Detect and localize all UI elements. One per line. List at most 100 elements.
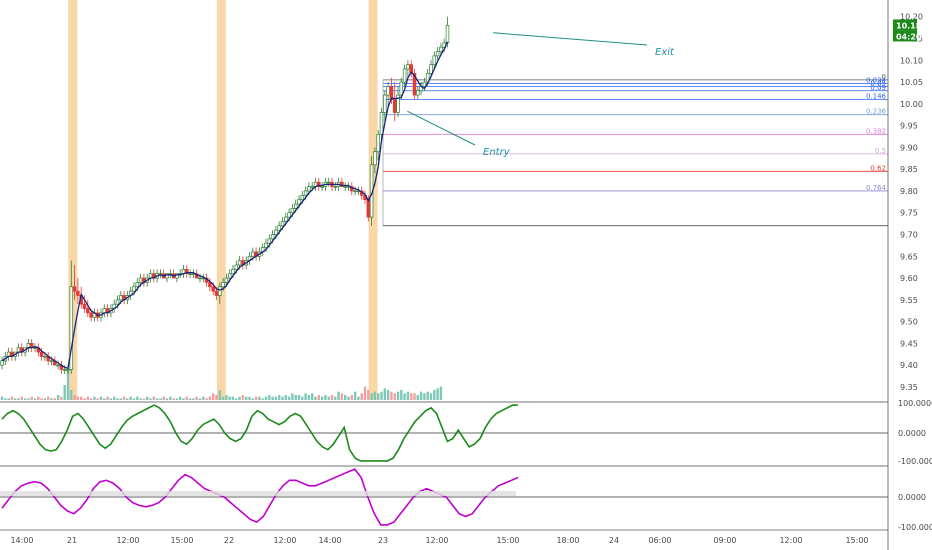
candle-body	[366, 199, 371, 218]
price-tick-label: 9.45	[900, 339, 918, 348]
indicator-panes: 100.0000 0.0000 -100.0000 0.0000 -100.0000	[0, 399, 932, 532]
volume-bar	[416, 395, 419, 400]
candle-body	[326, 181, 331, 184]
volume-bar	[268, 395, 271, 400]
candle-body	[198, 277, 202, 280]
volume-bar	[165, 398, 169, 400]
volume-bar	[30, 396, 33, 400]
volume-bar	[380, 391, 383, 400]
candle-body	[435, 51, 440, 57]
volume-bar	[136, 396, 139, 400]
last-price-badge	[893, 19, 917, 31]
annotation-label: Entry	[483, 147, 511, 158]
volume-bar	[89, 398, 93, 400]
volume-bar	[4, 398, 7, 400]
candle-body	[389, 86, 394, 100]
fib-label: 0.034	[866, 76, 887, 84]
volume-bar	[221, 396, 225, 400]
volume-bar	[149, 398, 152, 400]
volume-bar	[106, 396, 109, 400]
time-tick-label: 12:00	[273, 536, 296, 545]
volume-bar	[301, 396, 304, 400]
volume-bar	[278, 395, 281, 400]
oscillator-2-axis-label: 0.0000	[898, 493, 926, 502]
volume-bar	[185, 396, 188, 400]
fib-label: 0.09	[870, 84, 886, 92]
candle-body	[251, 251, 255, 257]
price-tick-label: 10.20	[900, 13, 923, 22]
price-axis[interactable]: 10.2010.1510.1010.0510.009.959.909.859.8…	[887, 0, 923, 550]
annotations[interactable]: Exit Entry	[407, 32, 675, 158]
volume-bar	[162, 396, 165, 400]
volume-bar	[40, 398, 43, 400]
fib-label: 0.05	[870, 79, 886, 87]
candle-body	[115, 299, 120, 305]
candle-body	[221, 282, 225, 288]
volume-bar	[113, 396, 116, 400]
candle-body	[287, 212, 291, 218]
candle-body	[214, 290, 219, 296]
volume-bar	[66, 370, 70, 400]
candle-body	[383, 94, 387, 113]
price-tick-label: 9.75	[900, 209, 918, 218]
volume-bar	[386, 390, 390, 400]
price-tick-label: 9.90	[900, 143, 918, 152]
volume-bar	[198, 398, 202, 400]
time-axis[interactable]: 14:00 21 12:00 15:00 22 12:00 14:00 23 12:00 15:0…	[0, 529, 888, 545]
time-tick-label: 12:00	[116, 536, 139, 545]
volume-bar	[324, 395, 327, 400]
countdown-badge-text: 04:20	[896, 32, 922, 41]
candle-body	[234, 264, 239, 270]
time-tick-label: 21	[67, 536, 77, 545]
volume-bar	[334, 396, 337, 400]
volume-bar	[363, 386, 367, 400]
candle-body	[396, 94, 400, 113]
volume-bar	[188, 398, 192, 400]
candle-body	[333, 186, 338, 188]
volume-bar	[14, 398, 17, 400]
candle-body	[264, 242, 268, 248]
volume-bar	[347, 396, 350, 400]
volume-bar	[93, 396, 96, 400]
candle-body	[274, 229, 278, 235]
volume-bar	[73, 395, 76, 400]
volume-bar	[353, 391, 357, 400]
oscillator-1-axis-label: 100.0000	[898, 399, 932, 408]
volume-bar	[172, 398, 175, 400]
volume-bar	[37, 396, 40, 400]
volume-bar	[103, 398, 106, 400]
volume-bar	[86, 396, 89, 400]
volume-bar	[317, 395, 320, 400]
volume-bar	[231, 396, 235, 400]
candle-body	[135, 282, 140, 288]
volume-bar	[400, 390, 403, 400]
annotation-label: Exit	[655, 47, 675, 58]
candle-body	[373, 151, 377, 166]
volume-bar	[192, 398, 195, 400]
time-tick-label: 15:00	[845, 536, 868, 545]
volume-bar	[291, 393, 294, 400]
oscillator-1-line	[1, 404, 518, 462]
volume-bar	[396, 391, 400, 400]
fib-label: 0.236	[866, 108, 887, 116]
price-tick-label: 9.85	[900, 165, 918, 174]
candle-body	[399, 81, 404, 96]
time-tick-label: 15:00	[170, 536, 193, 545]
volume-bar	[56, 395, 60, 400]
candle-body	[317, 181, 321, 187]
volume-bar	[96, 398, 99, 400]
volume-bar	[436, 388, 439, 400]
candle-body	[320, 186, 324, 188]
volume-bar	[245, 396, 248, 400]
volume-bar	[53, 398, 56, 400]
volume-bar	[390, 391, 393, 400]
candle-body	[231, 268, 235, 275]
candle-body	[62, 369, 67, 371]
candle-body	[303, 190, 308, 196]
candle-body	[188, 273, 192, 275]
price-tick-label: 9.40	[900, 361, 918, 370]
fib-label: 0.764	[866, 184, 887, 192]
volume-bar	[208, 396, 212, 400]
